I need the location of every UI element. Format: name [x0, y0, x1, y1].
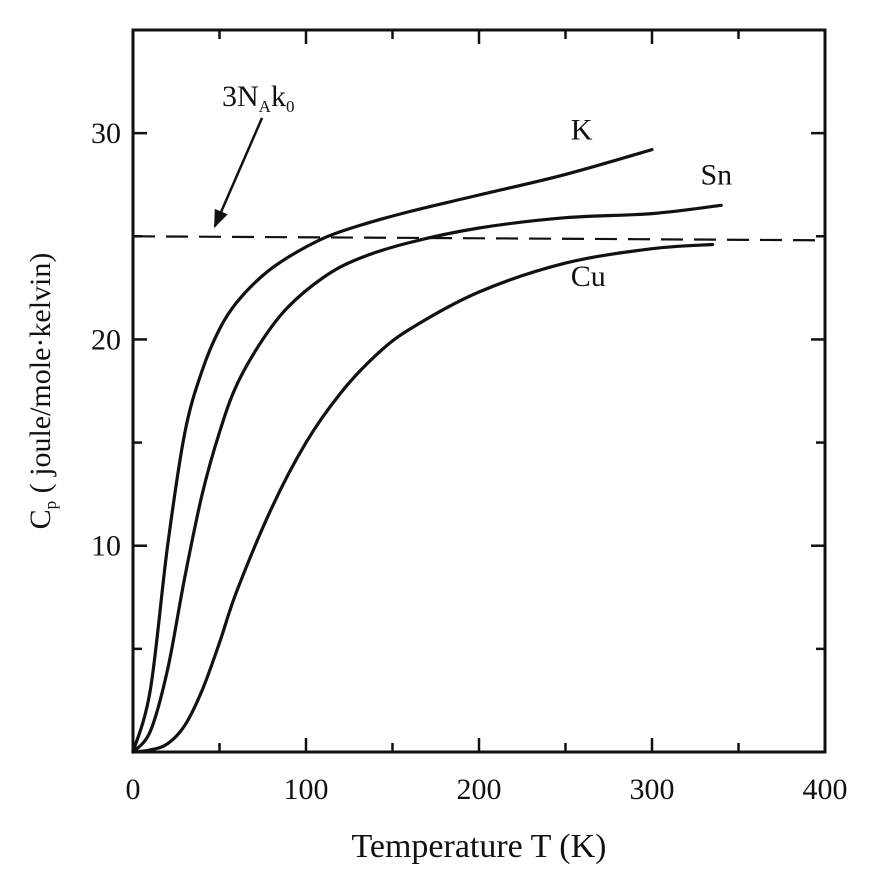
y-tick-label: 10	[91, 530, 121, 563]
x-tick-label: 0	[126, 773, 141, 806]
reference-label: 3NAk0	[213, 80, 294, 229]
series-label-k: K	[571, 113, 593, 146]
reference-arrow-shaft	[213, 117, 264, 227]
series-line-k	[131, 148, 654, 754]
ref-label-sub1: A	[259, 97, 272, 116]
axis-ticks	[133, 30, 825, 752]
data-series	[131, 148, 723, 754]
x-tick-label: 300	[630, 773, 675, 806]
reference-label-text: 3NAk0	[222, 80, 294, 116]
series-line-sn	[131, 203, 723, 754]
ref-label-main: 3N	[222, 80, 259, 113]
y-tick-label: 20	[91, 323, 121, 356]
series-label-sn: Sn	[700, 159, 732, 192]
ref-label-mid: k	[271, 80, 286, 113]
reference-arrowhead-icon	[214, 208, 228, 229]
y-axis-label: Cp ( joule/mole·kelvin)	[24, 253, 60, 530]
x-axis-label: Temperature T (K)	[351, 828, 606, 865]
reference-line-3nak0	[132, 235, 826, 242]
y-axis-label-sub: p	[41, 501, 60, 510]
x-tick-label: 100	[284, 773, 329, 806]
y-tick-label: 30	[91, 117, 121, 150]
plot-frame	[131, 28, 827, 754]
ref-label-sub2: 0	[286, 97, 295, 116]
series-line-cu	[131, 242, 715, 754]
x-tick-label: 400	[803, 773, 848, 806]
axis-tick-labels: 0 100 200 300 400 10 20 30	[91, 117, 848, 806]
y-axis-label-main: C	[24, 509, 57, 529]
y-axis-label-rest: ( joule/mole·kelvin)	[24, 253, 57, 501]
series-label-cu: Cu	[571, 260, 606, 293]
x-tick-label: 200	[457, 773, 502, 806]
series-labels: K Sn Cu	[571, 113, 732, 292]
